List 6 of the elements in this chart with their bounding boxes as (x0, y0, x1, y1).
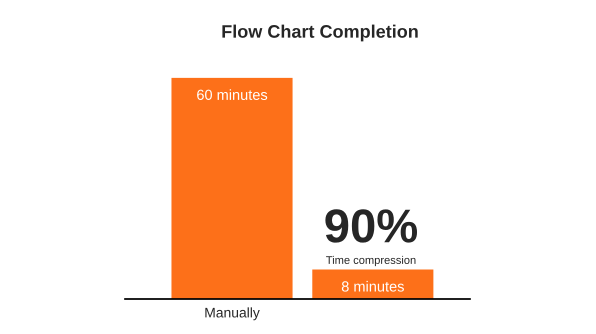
data-label: 8 minutes (342, 280, 404, 292)
x-tick-label: Manually (205, 307, 260, 320)
annotation: Time compression (326, 256, 416, 266)
data-label: 60 minutes (197, 89, 268, 100)
annotation: 90% (325, 209, 418, 243)
chart-title: Flow Chart Completion (222, 24, 418, 42)
